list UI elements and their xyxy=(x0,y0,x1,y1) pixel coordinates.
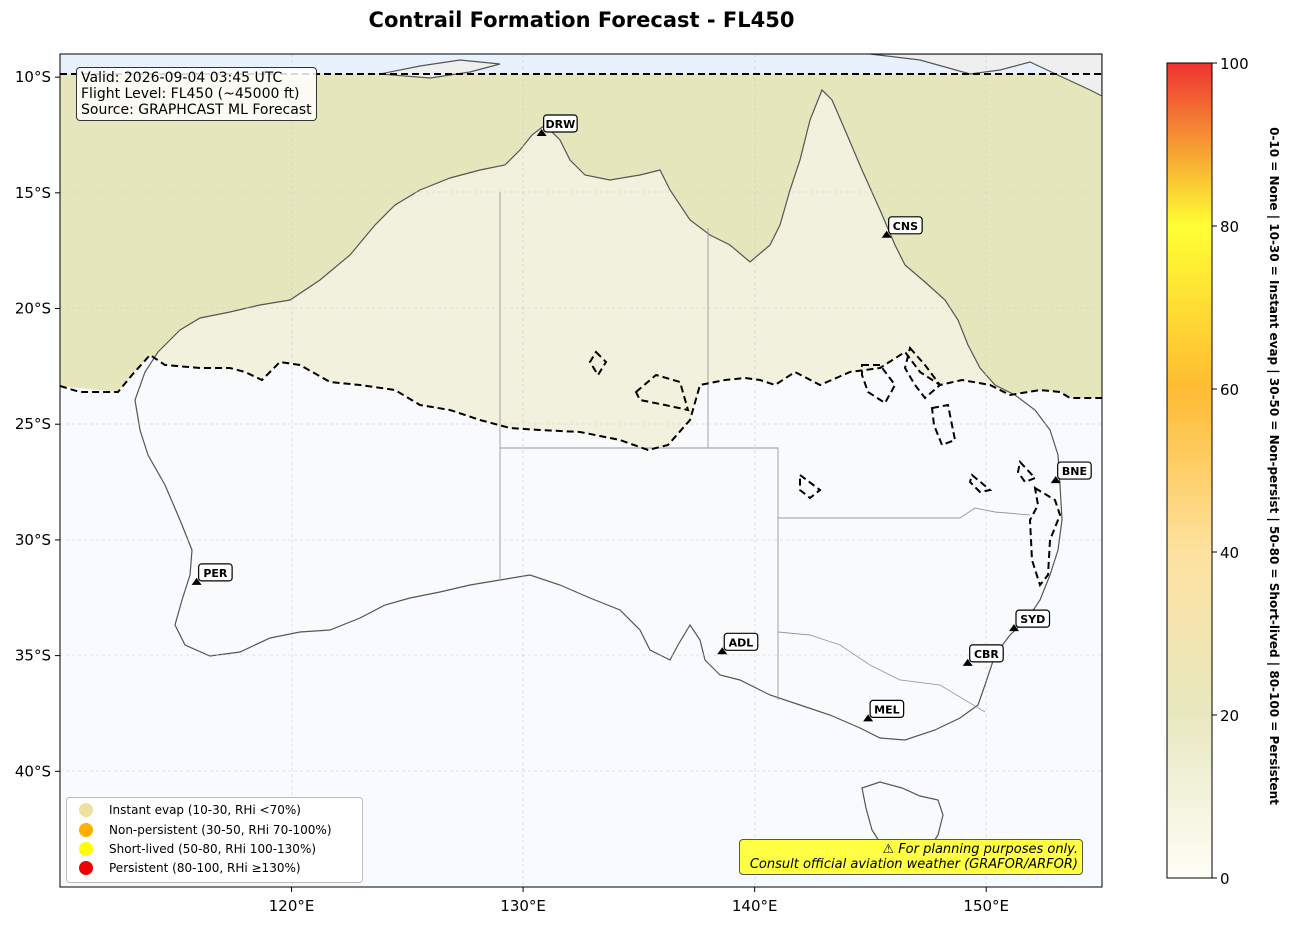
airport-code: MEL xyxy=(874,703,899,716)
legend-label: Non-persistent (30-50, RHi 70-100%) xyxy=(109,823,332,837)
legend-dot-icon xyxy=(79,842,93,856)
airport-markers: DRW CNS BNE PER SYD CBR ADL MEL xyxy=(191,114,1092,722)
airport-code: DRW xyxy=(546,118,576,131)
y-tick-label: 35°S xyxy=(15,647,51,665)
northern-ocean-strip xyxy=(60,54,1102,74)
colorbar-ticks: 0 20 40 60 80 100 xyxy=(1212,55,1249,888)
y-tick-label: 30°S xyxy=(15,531,51,549)
airport-code: ADL xyxy=(729,636,754,649)
disclaimer-line-1: ⚠ For planning purposes only. xyxy=(882,842,1079,857)
y-tick-label: 15°S xyxy=(15,184,51,202)
y-tick-label: 10°S xyxy=(15,68,51,86)
airport-label-box xyxy=(1015,609,1051,628)
airport-bne: BNE xyxy=(1050,461,1092,484)
airport-marker-icon xyxy=(717,647,728,655)
airport-code: SYD xyxy=(1020,613,1045,626)
airport-marker-icon xyxy=(863,714,874,722)
colorbar-tick-label: 20 xyxy=(1220,707,1239,725)
airport-marker-icon xyxy=(881,230,892,238)
y-tick-label: 25°S xyxy=(15,415,51,433)
airport-label-box xyxy=(969,644,1004,663)
airport-marker-icon xyxy=(962,658,973,666)
legend: Instant evap (10-30, RHi <70%) Non-persi… xyxy=(66,797,363,883)
disclaimer-box: ⚠ For planning purposes only. Consult of… xyxy=(739,839,1083,875)
y-tick-label: 40°S xyxy=(15,762,51,780)
airport-cbr: CBR xyxy=(962,644,1004,666)
colorbar-tick-label: 80 xyxy=(1220,218,1239,236)
legend-dot-icon xyxy=(79,823,93,837)
legend-label: Short-lived (50-80, RHi 100-130%) xyxy=(109,842,317,856)
new-guinea-coast xyxy=(869,54,1102,97)
airport-marker-icon xyxy=(1050,476,1061,484)
airport-syd: SYD xyxy=(1009,609,1051,632)
timor-coast xyxy=(379,59,501,79)
chart-title: Contrail Formation Forecast - FL450 xyxy=(368,8,795,32)
airport-marker-icon xyxy=(191,577,202,585)
airport-code: CNS xyxy=(893,220,918,233)
australia-landmass xyxy=(134,88,1063,741)
airport-code: BNE xyxy=(1062,465,1087,478)
airport-label-box xyxy=(888,216,923,235)
state-borders xyxy=(499,192,1031,713)
airport-mel: MEL xyxy=(863,699,905,722)
airport-per: PER xyxy=(191,563,233,585)
colorbar xyxy=(1166,62,1213,879)
x-tick-label: 120°E xyxy=(269,897,315,915)
legend-label: Instant evap (10-30, RHi <70%) xyxy=(109,803,301,817)
airport-adl: ADL xyxy=(717,632,759,655)
map-frame xyxy=(59,53,1103,888)
valid-time: Valid: 2026-09-04 03:45 UTC xyxy=(81,70,283,86)
contrail-contours xyxy=(60,73,1102,588)
colorbar-label: 0-10 = None | 10-30 = Instant evap | 30-… xyxy=(1267,127,1281,805)
airport-code: CBR xyxy=(974,648,999,661)
airport-drw: DRW xyxy=(536,114,578,136)
airport-marker-icon xyxy=(1009,624,1020,632)
forecast-source: Source: GRAPHCAST ML Forecast xyxy=(81,102,312,118)
legend-item: Non-persistent (30-50, RHi 70-100%) xyxy=(79,821,332,839)
airport-label-box xyxy=(543,114,578,133)
forecast-info-box: Valid: 2026-09-04 03:45 UTC Flight Level… xyxy=(76,67,317,121)
airport-marker-icon xyxy=(536,128,547,136)
colorbar-tick-label: 60 xyxy=(1220,381,1239,399)
airport-cns: CNS xyxy=(881,216,923,238)
longitude-axis: 120°E 130°E 140°E 150°E xyxy=(269,887,1009,915)
airport-label-box xyxy=(1057,461,1092,480)
airport-code: PER xyxy=(203,567,228,580)
x-tick-label: 150°E xyxy=(963,897,1009,915)
latitude-axis: 10°S 15°S 20°S 25°S 30°S 35°S 40°S xyxy=(15,68,60,780)
colorbar-tick-label: 40 xyxy=(1220,544,1239,562)
legend-item: Instant evap (10-30, RHi <70%) xyxy=(79,801,301,819)
legend-label: Persistent (80-100, RHi ≥130%) xyxy=(109,861,301,875)
airport-label-box xyxy=(723,632,759,651)
x-tick-label: 130°E xyxy=(500,897,546,915)
legend-item: Persistent (80-100, RHi ≥130%) xyxy=(79,859,301,877)
x-tick-label: 140°E xyxy=(732,897,778,915)
airport-label-box xyxy=(869,699,905,719)
flight-level: Flight Level: FL450 (~45000 ft) xyxy=(81,86,300,102)
legend-item: Short-lived (50-80, RHi 100-130%) xyxy=(79,840,316,858)
colorbar-tick-label: 0 xyxy=(1220,870,1230,888)
airport-label-box xyxy=(198,563,233,582)
legend-dot-icon xyxy=(79,803,93,817)
legend-dot-icon xyxy=(79,861,93,875)
colorbar-tick-label: 100 xyxy=(1220,55,1249,73)
y-tick-label: 20°S xyxy=(15,300,51,318)
disclaimer-line-2: Consult official aviation weather (GRAFO… xyxy=(749,857,1078,872)
gridlines xyxy=(60,54,1102,887)
